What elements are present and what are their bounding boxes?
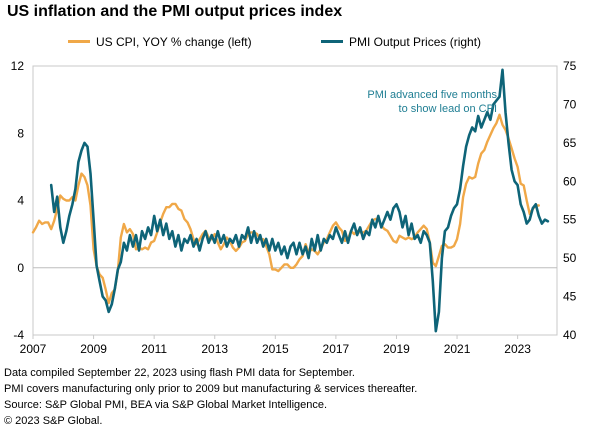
left-axis-tick-label: 12	[11, 59, 25, 73]
legend-item-cpi: US CPI, YOY % change (left)	[68, 35, 252, 49]
footnote-coverage: PMI covers manufacturing only prior to 2…	[4, 383, 418, 395]
left-axis-tick-label: 8	[17, 126, 24, 140]
annotation-text: PMI advanced five months	[367, 89, 497, 101]
right-axis-tick-label: 60	[563, 174, 577, 188]
footnote-date: Data compiled September 22, 2023 using f…	[4, 367, 355, 379]
right-axis-tick-label: 40	[563, 328, 577, 342]
legend-swatch-pmi	[321, 40, 343, 44]
x-axis-tick-label: 2019	[383, 342, 410, 356]
pmi-series-line	[49, 68, 550, 333]
x-axis-tick-label: 2009	[80, 342, 107, 356]
cpi-series-line	[31, 113, 540, 305]
legend-label-cpi: US CPI, YOY % change (left)	[96, 35, 252, 49]
right-axis-tick-label: 65	[563, 136, 577, 150]
footnotes: Data compiled September 22, 2023 using f…	[4, 365, 417, 429]
left-axis-tick-label: 0	[17, 261, 24, 275]
x-axis-tick-label: 2017	[323, 342, 350, 356]
footnote-copyright: © 2023 S&P Global.	[4, 415, 103, 427]
right-axis-tick-label: 45	[563, 290, 577, 304]
right-axis-tick-label: 70	[563, 97, 577, 111]
legend-label-pmi: PMI Output Prices (right)	[349, 35, 482, 49]
x-axis-tick-label: 2021	[444, 342, 471, 356]
right-axis-tick-label: 50	[563, 251, 577, 265]
plot-frame	[32, 65, 558, 336]
footnote-source: Source: S&P Global PMI, BEA via S&P Glob…	[4, 399, 328, 411]
legend: US CPI, YOY % change (left) PMI Output P…	[0, 35, 593, 55]
x-axis-tick-label: 2011	[141, 342, 167, 356]
left-axis-tick-label: -4	[13, 328, 24, 342]
legend-item-pmi: PMI Output Prices (right)	[321, 35, 481, 49]
x-axis-tick-label: 2023	[504, 342, 531, 356]
right-axis-tick-label: 55	[563, 213, 577, 227]
x-axis-tick-label: 2007	[20, 342, 47, 356]
annotation-text: to show lead on CPI	[399, 103, 497, 115]
left-axis-tick-label: 4	[17, 194, 24, 208]
x-axis-tick-label: 2015	[262, 342, 289, 356]
right-axis-tick-label: 75	[563, 59, 577, 73]
x-axis-tick-label: 2013	[201, 342, 228, 356]
legend-swatch-cpi	[68, 40, 90, 44]
chart-title: US inflation and the PMI output prices i…	[7, 3, 343, 20]
